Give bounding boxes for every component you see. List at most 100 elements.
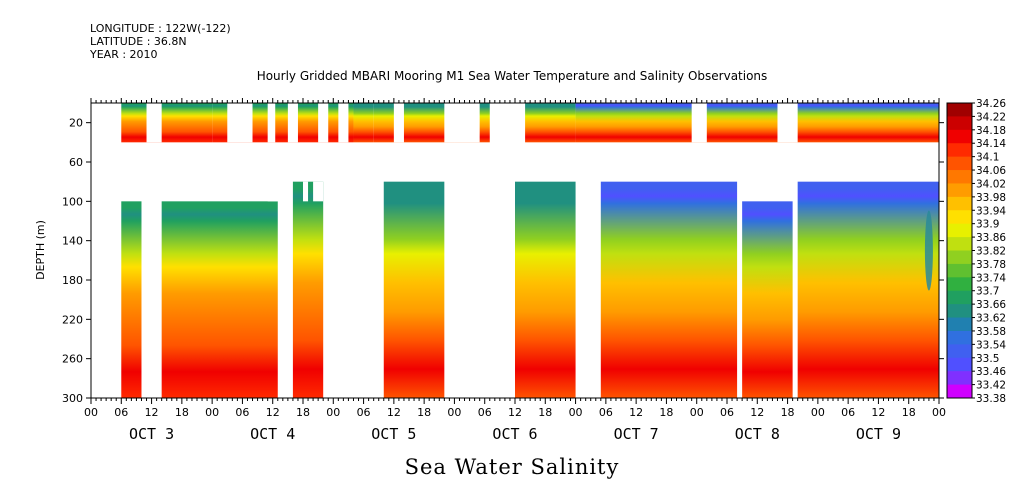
colorbar-label: 34.1 xyxy=(976,152,999,164)
colorbar-swatch xyxy=(947,103,972,117)
deep-data-block xyxy=(515,181,576,398)
colorbar-label: 34.02 xyxy=(976,178,1006,190)
y-axis-label: DEPTH (m) xyxy=(34,220,47,280)
x-axis: 00 06 12 18 00 06 12 18 00 06 12 18 00 06 12 18 00 06 12 18… xyxy=(84,98,946,419)
missing-data-gap xyxy=(146,103,162,143)
colorbar-label: 33.82 xyxy=(976,246,1006,258)
missing-data-gap xyxy=(267,103,276,143)
colorbar-swatch xyxy=(947,223,972,238)
colorbar-label: 33.42 xyxy=(976,380,1006,392)
x-tick-label: 00 xyxy=(326,406,340,419)
deep-data-block xyxy=(742,201,793,398)
variable-title: Sea Water Salinity xyxy=(405,455,620,479)
missing-data-gap xyxy=(318,103,329,143)
day-label: OCT 6 xyxy=(492,425,537,443)
missing-data-gap xyxy=(303,181,309,202)
location-metadata: LONGITUDE : 122W(-122) LATITUDE : 36.8N … xyxy=(90,22,231,61)
colorbar-label: 34.22 xyxy=(976,111,1006,123)
x-tick-label: 06 xyxy=(235,406,249,419)
y-tick-label: 140 xyxy=(62,235,83,248)
x-tick-label: 00 xyxy=(205,406,219,419)
colorbar-label: 33.66 xyxy=(976,299,1006,311)
latitude-text: LATITUDE : 36.8N xyxy=(90,35,187,48)
x-tick-label: 06 xyxy=(357,406,371,419)
colorbar-swatch xyxy=(947,330,972,345)
surface-data-block xyxy=(121,103,213,143)
x-tick-label: 06 xyxy=(720,406,734,419)
colorbar-swatch xyxy=(947,290,972,305)
colorbar-swatch xyxy=(947,183,972,198)
plot-area xyxy=(121,103,939,398)
colorbar-label: 33.58 xyxy=(976,326,1006,338)
colorbar-label: 34.18 xyxy=(976,125,1006,137)
x-tick-label: 18 xyxy=(659,406,673,419)
x-tick-label: 06 xyxy=(841,406,855,419)
x-tick-label: 00 xyxy=(932,406,946,419)
y-tick-label: 300 xyxy=(62,392,83,405)
surface-data-block xyxy=(353,103,374,143)
colorbar-label: 33.74 xyxy=(976,272,1006,284)
missing-data-gap xyxy=(267,181,278,202)
day-label: OCT 9 xyxy=(856,425,901,443)
low-salinity-anomaly xyxy=(924,210,933,291)
colorbar-swatch xyxy=(947,344,972,359)
day-label: OCT 5 xyxy=(371,425,416,443)
colorbar-swatch xyxy=(947,250,972,265)
colorbar-label: 33.9 xyxy=(976,219,999,231)
x-tick-label: 12 xyxy=(266,406,280,419)
colorbar-label: 34.26 xyxy=(976,98,1006,110)
x-tick-label: 18 xyxy=(296,406,310,419)
x-tick-label: 18 xyxy=(902,406,916,419)
x-tick-label: 00 xyxy=(811,406,825,419)
x-tick-label: 00 xyxy=(569,406,583,419)
x-tick-label: 00 xyxy=(84,406,98,419)
x-tick-label: 12 xyxy=(145,406,159,419)
colorbar-swatch xyxy=(947,317,972,332)
colorbar-swatch xyxy=(947,371,972,386)
colorbar-legend: 34.2634.2234.1834.1434.134.0634.0233.983… xyxy=(946,98,1006,405)
y-tick-label: 100 xyxy=(62,195,83,208)
deep-data-block xyxy=(600,181,738,398)
surface-data-block xyxy=(575,103,793,143)
y-tick-label: 20 xyxy=(69,117,83,130)
colorbar-label: 33.38 xyxy=(976,393,1006,405)
deep-data-block xyxy=(292,181,324,398)
colorbar-label: 33.54 xyxy=(976,339,1006,351)
colorbar-label: 34.06 xyxy=(976,165,1006,177)
missing-data-gap xyxy=(777,103,798,143)
colorbar-label: 34.14 xyxy=(976,138,1006,150)
colorbar-swatch xyxy=(947,263,972,278)
colorbar-swatch xyxy=(947,196,972,211)
y-axis: 20 60 100 140 180 220 260 300 xyxy=(62,117,944,405)
colorbar-swatch xyxy=(947,129,972,144)
chart-title: Hourly Gridded MBARI Mooring M1 Sea Wate… xyxy=(257,69,768,83)
missing-data-gap xyxy=(227,103,253,143)
x-tick-label: 00 xyxy=(690,406,704,419)
colorbar-swatch xyxy=(947,237,972,251)
deep-data-block xyxy=(161,201,278,398)
colorbar-label: 33.78 xyxy=(976,259,1006,271)
deep-data-block xyxy=(797,181,939,398)
x-tick-label: 00 xyxy=(447,406,461,419)
x-tick-label: 18 xyxy=(781,406,795,419)
missing-data-gap xyxy=(287,103,298,143)
colorbar-swatch xyxy=(947,143,972,158)
x-day-labels: OCT 3 OCT 4 OCT 5 OCT 6 OCT 7 OCT 8 OCT 9 xyxy=(129,425,901,443)
colorbar-label: 33.94 xyxy=(976,205,1006,217)
x-tick-label: 18 xyxy=(175,406,189,419)
x-tick-label: 12 xyxy=(629,406,643,419)
missing-data-gap xyxy=(393,103,404,143)
missing-data-gap xyxy=(338,103,349,143)
deep-data-block xyxy=(383,181,445,398)
day-label: OCT 8 xyxy=(735,425,780,443)
day-label: OCT 4 xyxy=(250,425,295,443)
colorbar-swatch xyxy=(947,277,972,292)
colorbar-label: 33.86 xyxy=(976,232,1006,244)
colorbar-swatch xyxy=(947,304,972,319)
longitude-text: LONGITUDE : 122W(-122) xyxy=(90,22,231,35)
colorbar-label: 33.5 xyxy=(976,353,999,365)
missing-data-gap xyxy=(313,181,324,202)
colorbar-label: 33.7 xyxy=(976,286,999,298)
x-tick-label: 12 xyxy=(871,406,885,419)
day-label: OCT 7 xyxy=(614,425,659,443)
